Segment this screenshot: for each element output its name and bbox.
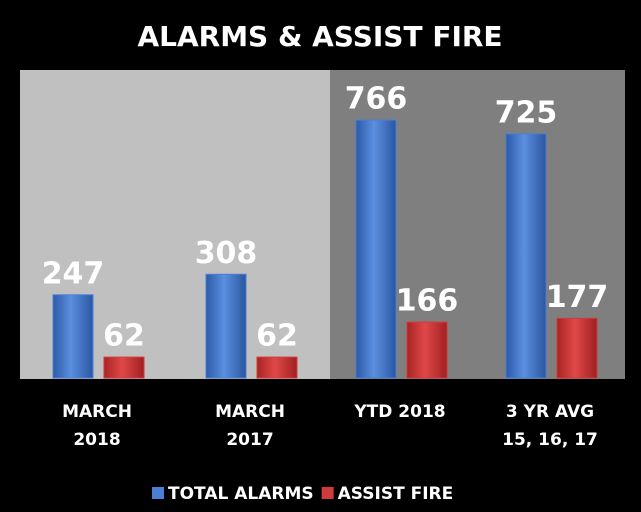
data-label: 166	[396, 284, 459, 319]
data-label: 308	[195, 236, 258, 271]
bar	[52, 294, 94, 379]
bar	[505, 133, 547, 379]
data-label: 725	[495, 95, 558, 130]
bar	[556, 317, 598, 379]
data-label: 62	[103, 319, 145, 354]
x-tick-label: MARCH 2017	[215, 402, 285, 450]
data-label: 766	[345, 82, 408, 117]
x-tick-label: YTD 2018	[354, 402, 446, 422]
legend-label: ASSIST FIRE	[338, 484, 454, 504]
chart-title: ALARMS & ASSIST FIRE	[137, 20, 502, 53]
data-label: 62	[256, 319, 298, 354]
bar	[256, 356, 298, 379]
bar	[355, 119, 397, 379]
data-label: 247	[42, 256, 105, 291]
x-tick-label: 3 YR AVG 15, 16, 17	[502, 402, 598, 450]
bar	[103, 356, 145, 379]
bar	[205, 273, 247, 379]
legend-swatch	[152, 487, 164, 499]
bar	[406, 321, 448, 379]
data-label: 177	[546, 280, 609, 315]
legend-label: TOTAL ALARMS	[168, 484, 314, 504]
legend-swatch	[321, 487, 334, 499]
x-tick-label: MARCH 2018	[62, 402, 132, 450]
